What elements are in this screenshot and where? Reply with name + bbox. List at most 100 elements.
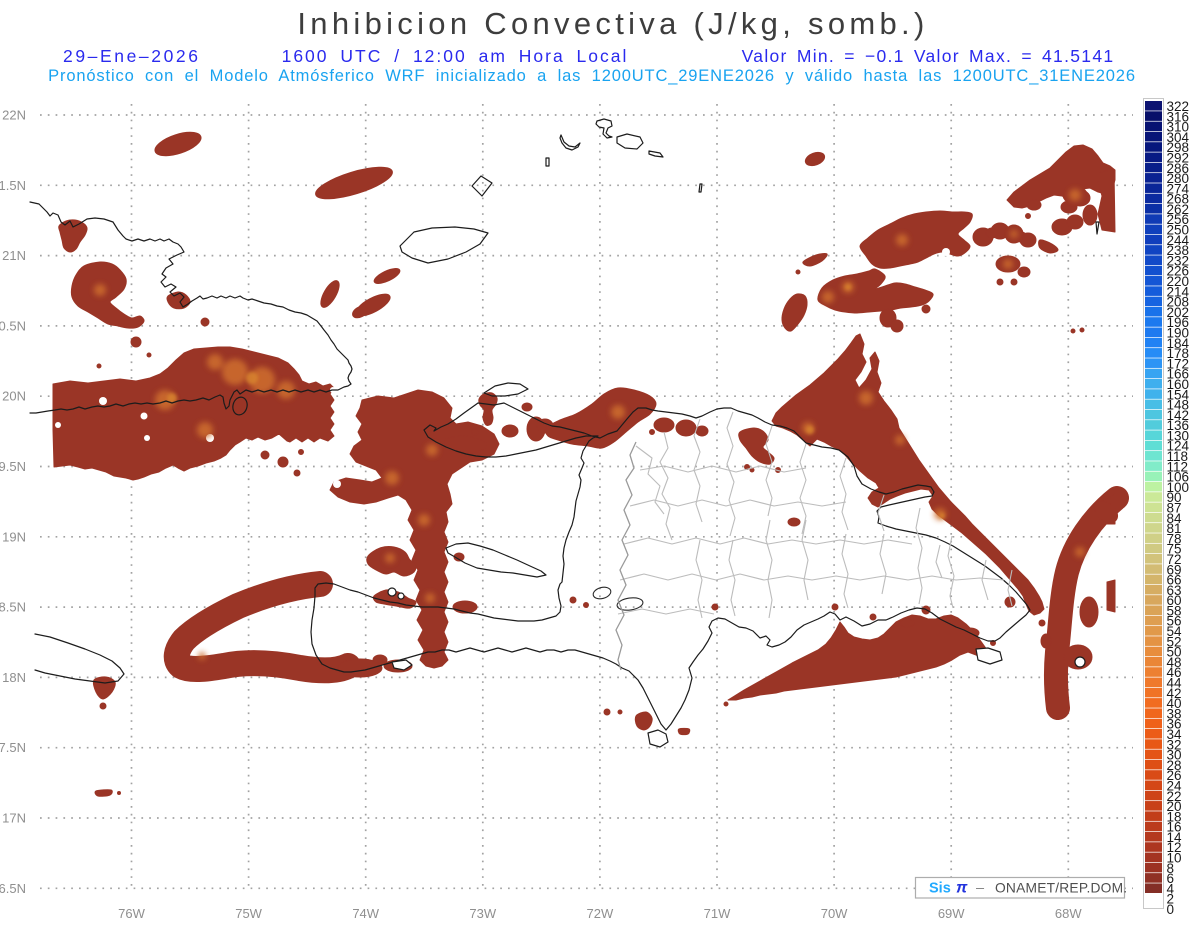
svg-text:20N: 20N <box>2 389 26 404</box>
svg-text:81: 81 <box>1167 521 1182 536</box>
svg-text:310: 310 <box>1167 120 1190 135</box>
svg-text:118: 118 <box>1167 449 1189 464</box>
svg-text:76W: 76W <box>118 906 145 921</box>
svg-text:106: 106 <box>1167 470 1190 485</box>
svg-text:286: 286 <box>1167 161 1190 176</box>
svg-text:42: 42 <box>1167 686 1182 701</box>
svg-text:9.5N: 9.5N <box>0 459 26 474</box>
svg-text:0: 0 <box>1167 902 1175 917</box>
svg-text:166: 166 <box>1167 367 1190 382</box>
svg-text:75: 75 <box>1167 542 1182 557</box>
svg-text:72W: 72W <box>587 906 614 921</box>
svg-text:40: 40 <box>1167 696 1182 711</box>
svg-text:70W: 70W <box>821 906 848 921</box>
svg-text:2: 2 <box>1167 892 1175 907</box>
svg-text:244: 244 <box>1167 233 1190 248</box>
svg-text:124: 124 <box>1167 439 1190 454</box>
svg-text:73W: 73W <box>469 906 496 921</box>
svg-text:78: 78 <box>1167 531 1182 546</box>
svg-text:238: 238 <box>1167 243 1190 258</box>
svg-text:6: 6 <box>1167 871 1175 886</box>
svg-text:184: 184 <box>1167 336 1190 351</box>
svg-text:Pronóstico con el Modelo Atmós: Pronóstico con el Modelo Atmósferico WRF… <box>48 67 1136 85</box>
svg-text:298: 298 <box>1167 140 1190 155</box>
svg-text:Inhibicion Convectiva (J/kg,: Inhibicion Convectiva (J/kg, somb.) <box>297 6 928 41</box>
svg-text:75W: 75W <box>235 906 262 921</box>
svg-text:84: 84 <box>1167 511 1183 526</box>
svg-text:148: 148 <box>1167 398 1190 413</box>
svg-text:56: 56 <box>1167 614 1182 629</box>
svg-text:160: 160 <box>1167 377 1190 392</box>
svg-text:69W: 69W <box>938 906 965 921</box>
svg-text:280: 280 <box>1167 171 1190 186</box>
svg-text:29–Ene–2026: 29–Ene–2026 <box>63 46 201 66</box>
svg-text:22: 22 <box>1167 789 1182 804</box>
svg-text:226: 226 <box>1167 264 1190 279</box>
svg-text:178: 178 <box>1167 346 1190 361</box>
svg-text:66: 66 <box>1167 573 1182 588</box>
svg-text:214: 214 <box>1167 284 1190 299</box>
svg-text:Valor Min. = −0.1 Valor Max.: Valor Min. = −0.1 Valor Max. = 41.5141 <box>742 46 1115 66</box>
svg-text:58: 58 <box>1167 603 1182 618</box>
svg-text:74W: 74W <box>352 906 379 921</box>
svg-text:44: 44 <box>1167 676 1183 691</box>
svg-text:71W: 71W <box>704 906 731 921</box>
svg-text:50: 50 <box>1167 645 1182 660</box>
svg-text:112: 112 <box>1167 459 1189 474</box>
svg-text:18N: 18N <box>2 670 26 685</box>
svg-text:48: 48 <box>1167 655 1182 670</box>
svg-text:17N: 17N <box>2 811 26 826</box>
svg-text:1.5N: 1.5N <box>0 178 26 193</box>
svg-text:32: 32 <box>1167 737 1182 752</box>
svg-text:274: 274 <box>1167 181 1190 196</box>
svg-text:202: 202 <box>1167 305 1190 320</box>
svg-text:172: 172 <box>1167 356 1190 371</box>
svg-text:63: 63 <box>1167 583 1182 598</box>
svg-text:46: 46 <box>1167 665 1182 680</box>
svg-text:24: 24 <box>1167 779 1183 794</box>
svg-text:208: 208 <box>1167 295 1190 310</box>
svg-text:0.5N: 0.5N <box>0 318 26 333</box>
svg-text:322: 322 <box>1167 99 1190 114</box>
svg-text:4: 4 <box>1167 881 1175 896</box>
svg-text:14: 14 <box>1167 830 1183 845</box>
svg-text:20: 20 <box>1167 799 1182 814</box>
svg-text:130: 130 <box>1167 428 1190 443</box>
svg-text:22N: 22N <box>2 108 26 123</box>
svg-text:28: 28 <box>1167 758 1182 773</box>
svg-text:6.5N: 6.5N <box>0 881 26 896</box>
svg-text:68W: 68W <box>1055 906 1082 921</box>
svg-text:154: 154 <box>1167 387 1190 402</box>
svg-text:69: 69 <box>1167 562 1182 577</box>
svg-text:12: 12 <box>1167 840 1182 855</box>
svg-text:100: 100 <box>1167 480 1190 495</box>
svg-text:87: 87 <box>1167 501 1182 516</box>
svg-text:316: 316 <box>1167 109 1190 124</box>
svg-text:30: 30 <box>1167 748 1182 763</box>
svg-text:196: 196 <box>1167 315 1190 330</box>
svg-text:60: 60 <box>1167 593 1182 608</box>
svg-text:8: 8 <box>1167 861 1175 876</box>
svg-text:52: 52 <box>1167 634 1182 649</box>
svg-text:36: 36 <box>1167 717 1182 732</box>
svg-text:26: 26 <box>1167 768 1182 783</box>
svg-text:72: 72 <box>1167 552 1182 567</box>
svg-text:250: 250 <box>1167 223 1190 238</box>
svg-text:19N: 19N <box>2 529 26 544</box>
svg-text:54: 54 <box>1167 624 1183 639</box>
svg-text:142: 142 <box>1167 408 1190 423</box>
svg-text:10: 10 <box>1167 851 1182 866</box>
svg-text:136: 136 <box>1167 418 1190 433</box>
svg-text:21N: 21N <box>2 248 26 263</box>
svg-text:268: 268 <box>1167 192 1190 207</box>
svg-text:304: 304 <box>1167 130 1190 145</box>
svg-text:220: 220 <box>1167 274 1190 289</box>
svg-text:7.5N: 7.5N <box>0 740 26 755</box>
svg-text:38: 38 <box>1167 706 1182 721</box>
svg-text:34: 34 <box>1167 727 1183 742</box>
svg-text:8.5N: 8.5N <box>0 600 26 615</box>
svg-text:18: 18 <box>1167 809 1182 824</box>
svg-text:232: 232 <box>1167 253 1190 268</box>
svg-text:1600 UTC / 12:00 am Hora Local: 1600 UTC / 12:00 am Hora Local <box>282 46 629 66</box>
svg-text:256: 256 <box>1167 212 1190 227</box>
